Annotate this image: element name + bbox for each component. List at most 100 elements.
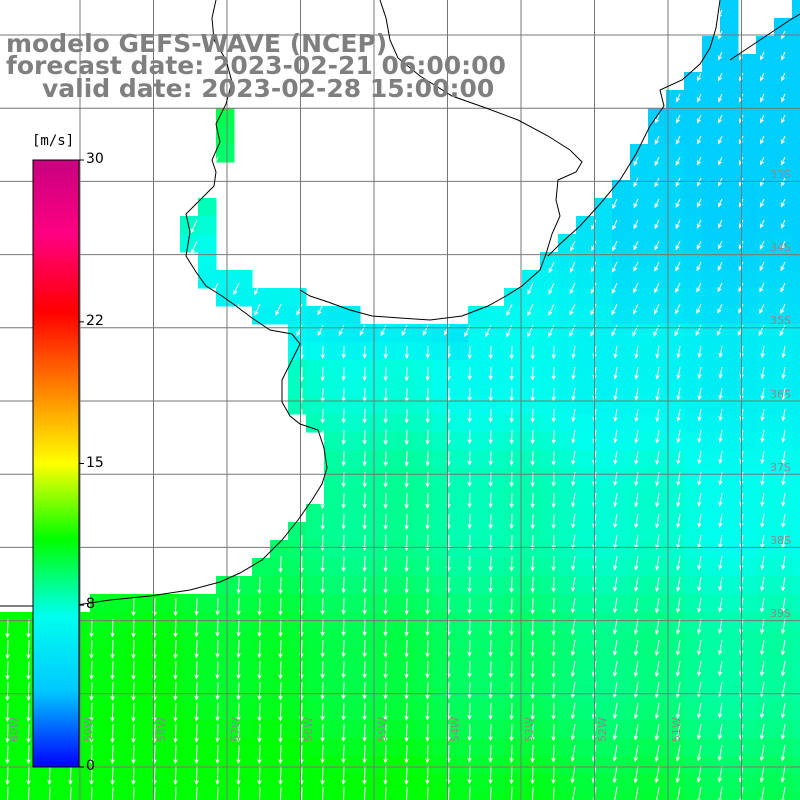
wind-speed-cell bbox=[594, 432, 613, 451]
wind-speed-cell bbox=[540, 720, 559, 739]
wind-speed-cell bbox=[594, 558, 613, 577]
wind-speed-cell bbox=[414, 702, 433, 721]
wind-speed-cell bbox=[468, 720, 487, 739]
wind-arrow bbox=[570, 744, 576, 763]
wind-speed-cell bbox=[270, 594, 289, 613]
wind-speed-cell bbox=[90, 774, 109, 793]
wind-speed-cell bbox=[540, 684, 559, 703]
wind-speed-cell bbox=[360, 576, 379, 595]
wind-arrow bbox=[404, 408, 409, 424]
wind-speed-cell bbox=[450, 702, 469, 721]
wind-speed-cell bbox=[540, 288, 559, 307]
wind-arrow bbox=[530, 681, 535, 700]
wind-speed-cell bbox=[540, 486, 559, 505]
wind-speed-cell bbox=[702, 234, 721, 253]
wind-arrow bbox=[320, 345, 325, 360]
wind-speed-cell bbox=[504, 342, 523, 361]
wind-speed-cell bbox=[792, 414, 800, 433]
wind-arrow bbox=[551, 513, 556, 530]
wind-arrow bbox=[697, 345, 702, 359]
wind-speed-cell bbox=[630, 324, 649, 343]
wind-speed-cell bbox=[792, 522, 800, 541]
wind-arrow bbox=[551, 366, 556, 381]
wind-speed-cell bbox=[612, 432, 631, 451]
wind-speed-cell bbox=[774, 306, 793, 325]
wind-speed-cell bbox=[666, 666, 685, 685]
wind-arrow bbox=[527, 303, 534, 317]
wind-speed-cell bbox=[756, 720, 775, 739]
wind-arrow bbox=[780, 660, 786, 677]
wind-speed-cell bbox=[738, 576, 757, 595]
wind-speed-cell bbox=[630, 432, 649, 451]
wind-arrow bbox=[530, 639, 535, 658]
wind-arrow bbox=[28, 786, 30, 800]
wind-speed-cell bbox=[468, 756, 487, 775]
wind-speed-cell bbox=[108, 738, 127, 757]
wind-speed-cell bbox=[792, 684, 800, 703]
wind-arrow bbox=[320, 366, 325, 382]
wind-arrow bbox=[301, 786, 303, 800]
wind-arrow bbox=[383, 618, 388, 637]
wind-speed-cell bbox=[522, 702, 541, 721]
wind-speed-cell bbox=[594, 216, 613, 235]
wind-arrow bbox=[655, 513, 660, 529]
wind-arrow bbox=[717, 135, 723, 145]
wind-arrow bbox=[717, 261, 723, 271]
wind-speed-cell bbox=[414, 540, 433, 559]
wind-arrow bbox=[257, 702, 262, 722]
wind-arrow bbox=[781, 345, 786, 359]
wind-speed-cell bbox=[576, 612, 595, 631]
wind-speed-cell bbox=[792, 774, 800, 793]
wind-speed-cell bbox=[666, 486, 685, 505]
wind-arrow bbox=[780, 219, 786, 229]
wind-speed-cell bbox=[720, 720, 739, 739]
wind-arrow bbox=[530, 555, 535, 572]
wind-speed-cell bbox=[738, 198, 757, 217]
wind-arrow bbox=[322, 786, 324, 800]
wind-arrow bbox=[696, 660, 702, 677]
wind-speed-cell bbox=[630, 594, 649, 613]
wind-speed-cell bbox=[414, 558, 433, 577]
wind-speed-cell bbox=[648, 756, 667, 775]
wind-arrow bbox=[425, 681, 430, 700]
wind-speed-cell bbox=[774, 342, 793, 361]
wind-arrow bbox=[404, 723, 409, 743]
wind-speed-cell bbox=[702, 54, 721, 73]
wind-speed-cell bbox=[522, 270, 541, 289]
wind-speed-cell bbox=[540, 504, 559, 523]
wind-arrow bbox=[278, 639, 283, 659]
wind-speed-cell bbox=[306, 360, 325, 379]
wind-arrow bbox=[780, 135, 786, 145]
wind-arrow bbox=[317, 324, 324, 337]
wind-speed-cell bbox=[666, 540, 685, 559]
wind-speed-cell bbox=[702, 414, 721, 433]
wind-arrow bbox=[173, 765, 178, 786]
wind-speed-cell bbox=[576, 342, 595, 361]
wind-speed-cell bbox=[486, 342, 505, 361]
wind-speed-cell bbox=[486, 702, 505, 721]
wind-speed-cell bbox=[0, 720, 19, 739]
wind-speed-cell bbox=[792, 234, 800, 253]
wind-arrow bbox=[110, 660, 115, 681]
wind-speed-cell bbox=[666, 432, 685, 451]
wind-arrow bbox=[401, 324, 408, 337]
wind-arrow bbox=[404, 492, 409, 510]
wind-speed-cell bbox=[612, 180, 631, 199]
wind-arrow bbox=[47, 765, 52, 786]
wind-speed-cell bbox=[720, 666, 739, 685]
wind-speed-cell bbox=[594, 576, 613, 595]
wind-speed-cell bbox=[594, 774, 613, 793]
wind-speed-cell bbox=[648, 342, 667, 361]
wind-arrow bbox=[613, 408, 618, 423]
wind-speed-cell bbox=[648, 630, 667, 649]
wind-speed-cell bbox=[288, 396, 307, 415]
wind-speed-cell bbox=[108, 684, 127, 703]
wind-speed-cell bbox=[558, 594, 577, 613]
wind-speed-cell bbox=[504, 378, 523, 397]
wind-arrow bbox=[26, 618, 31, 639]
wind-arrow bbox=[548, 261, 555, 274]
wind-speed-cell bbox=[648, 594, 667, 613]
wind-speed-cell bbox=[54, 720, 73, 739]
wind-speed-cell bbox=[324, 504, 343, 523]
wind-speed-cell bbox=[468, 576, 487, 595]
